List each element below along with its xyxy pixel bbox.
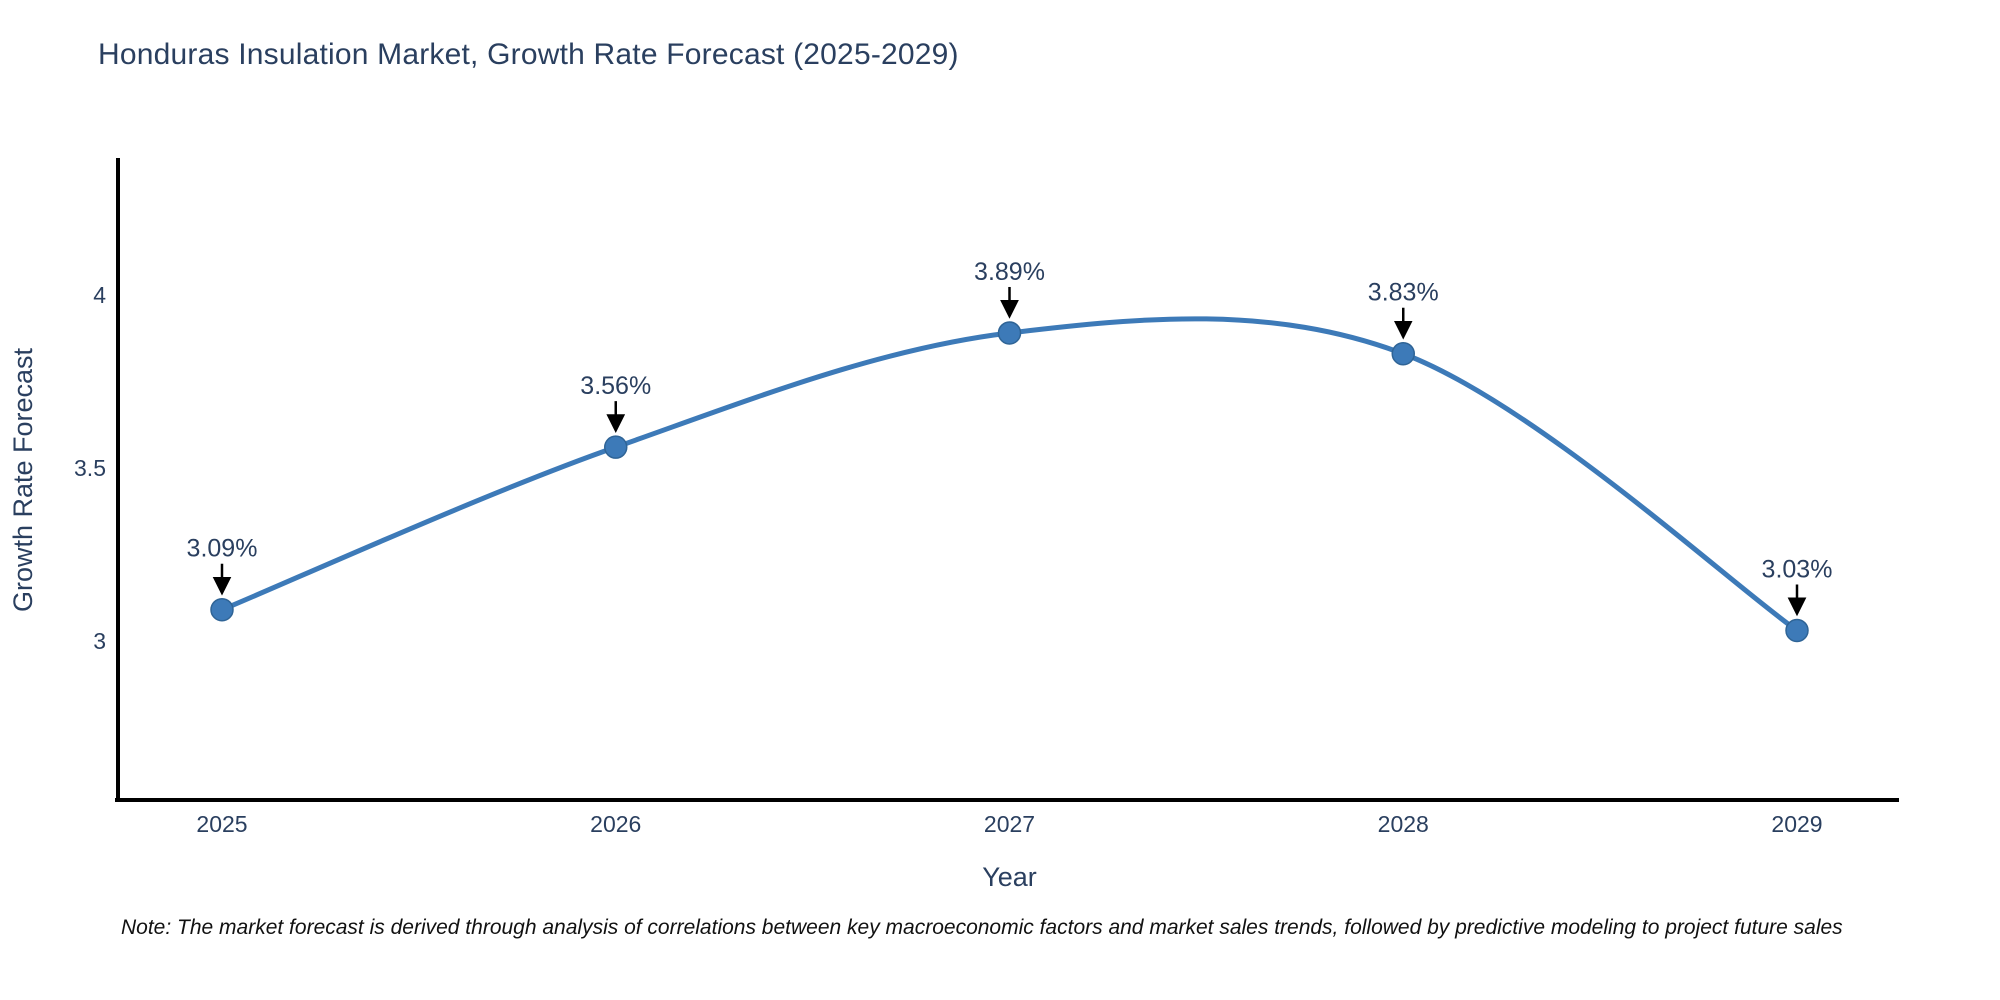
x-tick-label: 2026 (590, 811, 641, 837)
y-tick-label: 3.5 (74, 455, 106, 481)
data-point-2029 (1785, 618, 1809, 643)
trend-line (219, 316, 1800, 633)
data-point-2028 (1391, 341, 1415, 366)
x-tick-label: 2029 (1771, 811, 1822, 837)
data-point-2027 (997, 321, 1022, 345)
annotation-label-2029: 3.03% (1762, 555, 1833, 583)
annotation-label-2028: 3.83% (1368, 279, 1439, 307)
x-axis-title: Year (982, 862, 1037, 892)
x-tick-label: 2028 (1378, 811, 1429, 837)
annotation-label-2026: 3.56% (580, 372, 651, 400)
annotation-label-2027: 3.89% (974, 258, 1045, 286)
data-point-2025 (210, 597, 234, 622)
footnote-text: Note: The market forecast is derived thr… (121, 916, 1843, 939)
annotation-label-2025: 3.09% (187, 535, 258, 563)
chart-title: Honduras Insulation Market, Growth Rate … (98, 38, 959, 71)
data-point-2026 (604, 435, 628, 459)
y-tick-label: 4 (93, 282, 106, 308)
y-axis-title: Growth Rate Forecast (8, 347, 38, 612)
y-tick-label: 3 (93, 628, 106, 654)
x-tick-label: 2025 (196, 811, 247, 837)
x-tick-label: 2027 (984, 811, 1035, 837)
